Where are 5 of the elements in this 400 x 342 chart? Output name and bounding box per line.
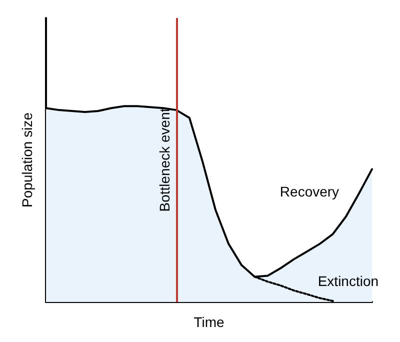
series-label: Extinction — [318, 273, 379, 290]
annotation: Bottleneck event — [156, 108, 172, 212]
y-axis-title: Population size — [19, 112, 35, 208]
x-axis-title: Time — [194, 314, 225, 330]
series-label: Recovery — [280, 184, 340, 200]
